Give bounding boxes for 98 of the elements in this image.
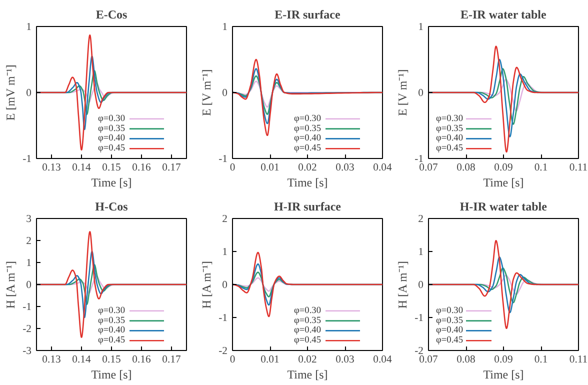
y-tick-label: -3 (22, 346, 32, 357)
legend-label: φ=0.35 (294, 316, 322, 326)
legend-label: φ=0.45 (294, 336, 322, 346)
x-tick-label: 0.03 (336, 162, 354, 174)
x-tick-label: 0.02 (298, 354, 317, 366)
y-tick-label: 2 (26, 236, 32, 247)
legend-label: φ=0.45 (436, 144, 464, 154)
legend-label: φ=0.45 (98, 336, 126, 346)
legend-label: φ=0.30 (294, 306, 322, 316)
y-tick-label: 0 (418, 88, 424, 99)
legend-label: φ=0.40 (294, 326, 322, 336)
chart-title: H-Cos (95, 200, 128, 214)
chart-title: H-IR water table (460, 200, 548, 214)
y-tick-label: 0 (222, 280, 228, 291)
x-tick-label: 0.13 (42, 162, 61, 174)
legend-label: φ=0.35 (98, 124, 126, 134)
legend-label: φ=0.35 (294, 124, 322, 134)
x-tick-label: 0.1 (534, 162, 548, 174)
y-tick-label: 1 (418, 247, 424, 258)
x-tick-label: 0.01 (260, 354, 280, 366)
y-tick-label: 3 (26, 214, 32, 225)
x-tick-label: 0.15 (102, 162, 121, 174)
legend-label: φ=0.40 (294, 134, 322, 144)
x-tick-label: 0.08 (456, 354, 476, 366)
x-tick-label: 0.08 (456, 162, 476, 174)
x-tick-label: 0.02 (298, 162, 317, 174)
y-axis-title: E [V m⁻¹] (200, 69, 214, 116)
y-tick-label: 1 (26, 258, 32, 269)
x-tick-label: 0.17 (162, 354, 182, 366)
y-tick-label: -1 (414, 313, 424, 324)
y-tick-label: -1 (218, 154, 228, 165)
x-tick-label: 0.04 (373, 354, 392, 366)
y-tick-label: 2 (418, 214, 424, 225)
legend-label: φ=0.40 (98, 326, 126, 336)
x-axis-title: Time [s] (91, 176, 132, 190)
y-axis-title: E [V m⁻¹] (396, 69, 410, 116)
y-tick-label: 2 (222, 214, 228, 225)
x-tick-label: 0.17 (162, 162, 182, 174)
legend-label: φ=0.35 (436, 124, 464, 134)
x-tick-label: 0.01 (260, 162, 280, 174)
legend-label: φ=0.40 (436, 326, 464, 336)
y-axis-title: H [A m⁻¹] (200, 261, 214, 309)
x-tick-label: 0.14 (72, 354, 92, 366)
x-axis-title: Time [s] (287, 368, 328, 382)
x-tick-label: 0.16 (132, 162, 152, 174)
legend-label: φ=0.40 (436, 134, 464, 144)
y-tick-label: 1 (26, 22, 32, 33)
y-axis-title: E [mV m⁻¹] (4, 64, 18, 121)
y-axis-title: H [A m⁻¹] (4, 261, 18, 309)
y-tick-label: -1 (218, 313, 228, 324)
y-tick-label: -2 (414, 346, 424, 357)
legend-label: φ=0.40 (98, 134, 126, 144)
y-axis-title: H [A m⁻¹] (396, 261, 410, 309)
legend-label: φ=0.35 (436, 316, 464, 326)
x-tick-label: 0.15 (102, 354, 121, 366)
x-axis-title: Time [s] (483, 176, 524, 190)
y-tick-label: 0 (222, 88, 228, 99)
chart-title: E-IR water table (460, 8, 547, 22)
y-tick-label: 1 (222, 247, 228, 258)
legend-label: φ=0.30 (98, 306, 126, 316)
y-tick-label: -2 (22, 324, 32, 335)
x-tick-label: 0.09 (494, 354, 513, 366)
y-tick-label: -2 (218, 346, 228, 357)
y-tick-label: -1 (414, 154, 424, 165)
x-tick-label: 0.1 (534, 354, 548, 366)
legend-label: φ=0.45 (436, 336, 464, 346)
x-tick-label: 0.07 (419, 354, 438, 366)
y-tick-label: 0 (418, 280, 424, 291)
x-tick-label: 0.11 (569, 354, 588, 366)
x-tick-label: 0.07 (419, 162, 438, 174)
legend-label: φ=0.30 (98, 114, 126, 124)
legend-label: φ=0.30 (436, 114, 464, 124)
y-tick-label: 0 (26, 88, 32, 99)
y-tick-label: -1 (22, 302, 32, 313)
legend-label: φ=0.30 (294, 114, 322, 124)
y-tick-label: 1 (222, 22, 228, 33)
x-tick-label: 0.04 (373, 162, 392, 174)
x-tick-label: 0 (230, 162, 236, 174)
y-tick-label: -1 (22, 154, 32, 165)
x-tick-label: 0.13 (42, 354, 61, 366)
chart-title: E-IR surface (274, 8, 341, 22)
x-axis-title: Time [s] (287, 176, 328, 190)
x-tick-label: 0.09 (494, 162, 513, 174)
y-tick-label: 0 (26, 280, 32, 291)
legend-label: φ=0.45 (98, 144, 126, 154)
x-axis-title: Time [s] (483, 368, 524, 382)
x-tick-label: 0 (230, 354, 236, 366)
legend-label: φ=0.30 (436, 306, 464, 316)
chart-title: H-IR surface (274, 200, 342, 214)
y-tick-label: 1 (418, 22, 424, 33)
x-tick-label: 0.14 (72, 162, 92, 174)
x-tick-label: 0.03 (336, 354, 354, 366)
x-axis-title: Time [s] (91, 368, 132, 382)
legend-label: φ=0.45 (294, 144, 322, 154)
x-tick-label: 0.11 (569, 162, 588, 174)
chart-title: E-Cos (96, 8, 128, 22)
x-tick-label: 0.16 (132, 354, 152, 366)
legend-label: φ=0.35 (98, 316, 126, 326)
